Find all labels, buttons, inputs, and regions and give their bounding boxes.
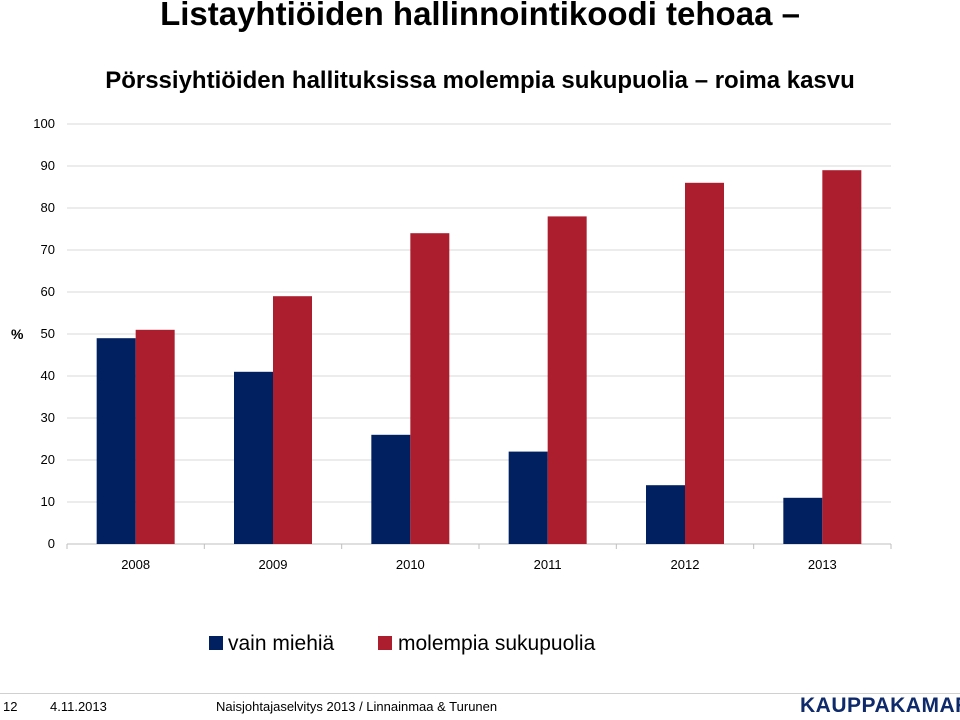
x-tick-label: 2008 <box>121 557 150 572</box>
bar-molempia-sukupuolia-2010 <box>410 233 450 544</box>
bar-molempia-sukupuolia-2012 <box>685 182 724 545</box>
x-tick-label: 2012 <box>671 557 700 572</box>
y-tick-label: 70 <box>41 242 55 257</box>
footer-source: Naisjohtajaselvitys 2013 / Linnainmaa & … <box>216 699 498 714</box>
bar-vain-miehia-2013 <box>783 497 823 544</box>
y-tick-label: 50 <box>41 326 55 341</box>
legend-label: vain miehiä <box>228 632 335 655</box>
y-tick-label: 80 <box>41 200 55 215</box>
y-tick-label: 90 <box>41 158 55 173</box>
x-tick-label: 2013 <box>808 557 837 572</box>
y-tick-label: 60 <box>41 284 55 299</box>
footer-divider <box>0 693 960 694</box>
x-tick-label: 2009 <box>259 557 288 572</box>
kauppakamari-logo: KAUPPAKAMARI <box>800 694 960 717</box>
y-axis-label: % <box>11 326 24 342</box>
bar-molempia-sukupuolia-2013 <box>822 170 862 544</box>
slide-title: Listayhtiöiden hallinnointikoodi tehoaa … <box>160 0 800 32</box>
bar-vain-miehia-2011 <box>508 451 548 544</box>
bar-vain-miehia-2008 <box>96 338 136 544</box>
y-tick-label: 20 <box>41 452 55 467</box>
bar-vain-miehia-2010 <box>371 434 411 544</box>
y-tick-label: 0 <box>48 536 55 551</box>
footer-date: 4.11.2013 <box>50 699 107 714</box>
legend-swatch <box>378 636 392 650</box>
x-tick-label: 2011 <box>534 557 562 572</box>
y-tick-label: 10 <box>41 494 55 509</box>
bar-vain-miehia-2009 <box>234 371 273 544</box>
y-tick-label: 30 <box>41 410 55 425</box>
bar-vain-miehia-2012 <box>646 485 685 544</box>
legend-swatch <box>209 636 223 650</box>
slide-subtitle: Pörssiyhtiöiden hallituksissa molempia s… <box>105 67 855 94</box>
legend-label: molempia sukupuolia <box>398 632 596 655</box>
y-tick-label: 40 <box>41 368 55 383</box>
bar-molempia-sukupuolia-2011 <box>547 216 587 544</box>
bar-molempia-sukupuolia-2009 <box>273 296 312 544</box>
bar-molempia-sukupuolia-2008 <box>135 329 175 544</box>
y-tick-label: 100 <box>33 116 55 131</box>
bar-chart: 0 10 20 30 40 50 60 70 80 90 100% 2008 2009 2010 2011 2… <box>11 116 892 655</box>
x-tick-label: 2010 <box>396 557 425 572</box>
page-number: 12 <box>3 699 18 714</box>
